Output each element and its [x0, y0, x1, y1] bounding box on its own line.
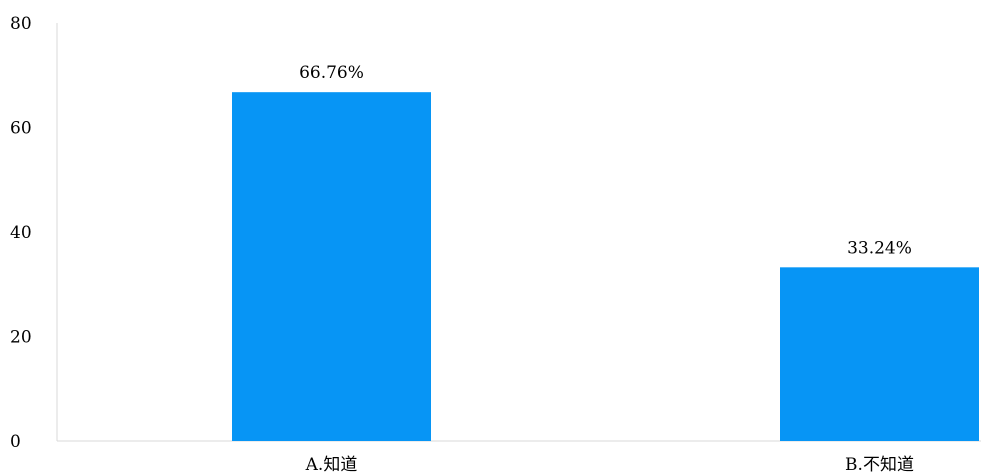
- y-tick-label: 40: [10, 223, 32, 243]
- data-labels: 66.76% 33.24%: [299, 63, 912, 258]
- y-tick-label: 20: [10, 328, 32, 348]
- y-tick-label: 60: [10, 119, 32, 139]
- bar-a-zhidao: [232, 92, 431, 441]
- y-tick-label: 80: [10, 14, 32, 34]
- bar-b-buzhidao: [780, 267, 979, 441]
- data-label-a: 66.76%: [299, 63, 364, 83]
- x-category-label-b: B.不知道: [845, 455, 914, 475]
- y-axis-tick-labels: 0 20 40 60 80: [10, 14, 32, 452]
- y-tick-label: 0: [10, 432, 21, 452]
- data-label-b: 33.24%: [847, 238, 912, 258]
- bar-series: [232, 92, 979, 441]
- x-category-label-a: A.知道: [305, 455, 358, 475]
- x-axis-category-labels: A.知道 B.不知道: [305, 455, 914, 475]
